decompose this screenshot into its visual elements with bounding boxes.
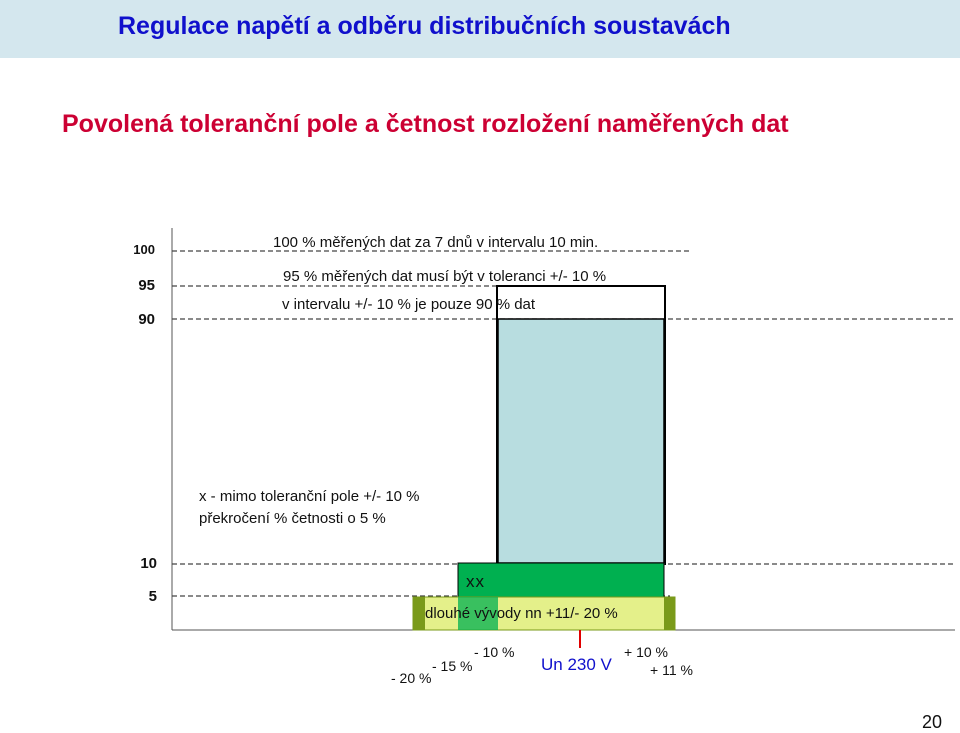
- olive-right-edge: [664, 597, 675, 630]
- green-band: [457, 562, 665, 599]
- x-label-minus10: - 10 %: [474, 644, 515, 660]
- legend-line-1: x - mimo toleranční pole +/- 10 %: [199, 488, 420, 505]
- slide-title: Regulace napětí a odběru distribučních s…: [118, 12, 731, 40]
- x-label-plus11: + 11 %: [650, 662, 693, 678]
- y-tick-95: 95: [138, 277, 155, 294]
- xx-mark: xx: [466, 572, 485, 591]
- y-tick-10: 10: [140, 555, 157, 572]
- y-tick-5: 5: [148, 588, 157, 605]
- green-left-edge: [458, 597, 498, 630]
- olive-left-edge: [413, 597, 425, 630]
- long-term-label: dlouhé vývody nn +11/- 20 %: [425, 605, 618, 622]
- title-bar: [0, 0, 960, 58]
- legend-line-2: překročení % četnosti o 5 %: [199, 510, 386, 527]
- lime-band: [412, 596, 676, 631]
- y-tick-90: 90: [138, 311, 155, 328]
- x-label-un: Un 230 V: [541, 655, 612, 674]
- label-100-percent: 100 % měřených dat za 7 dnů v intervalu …: [273, 234, 599, 251]
- x-label-minus15: - 15 %: [432, 658, 473, 674]
- x-label-minus20: - 20 %: [391, 670, 432, 686]
- y-tick-100: 100: [133, 242, 155, 257]
- slide-subtitle: Povolená toleranční pole a četnost rozlo…: [62, 110, 789, 138]
- tolerance-box-90: [497, 318, 665, 564]
- label-95-percent: 95 % měřených dat musí být v toleranci +…: [283, 268, 607, 285]
- label-90-percent: v intervalu +/- 10 % je pouze 90 % dat: [282, 296, 536, 313]
- x-label-plus10: + 10 %: [624, 644, 668, 660]
- page-number: 20: [922, 712, 943, 732]
